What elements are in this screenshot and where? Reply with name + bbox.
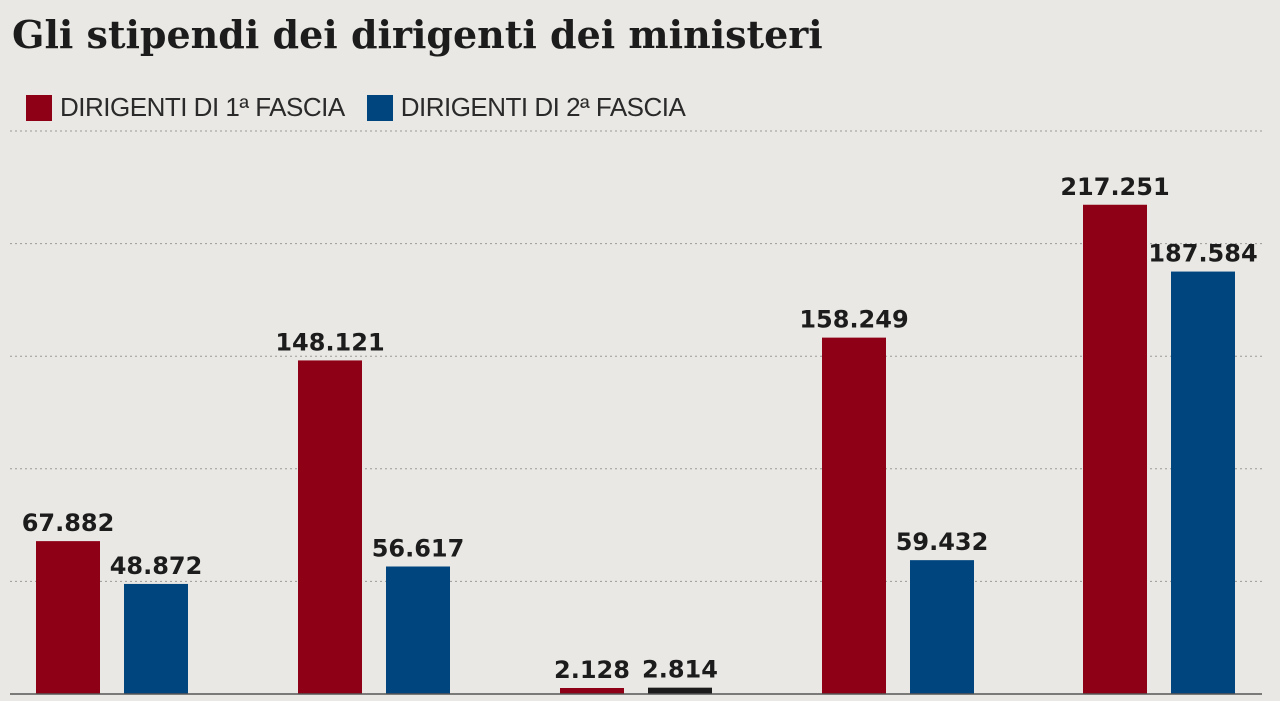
- value-label-series2-group3: 2.814: [642, 656, 718, 684]
- legend-label-first-tier: DIRIGENTI DI 1ª FASCIA: [60, 92, 345, 122]
- legend-label-second-tier: DIRIGENTI DI 2ª FASCIA: [400, 92, 686, 122]
- value-labels: 67.882 148.121 2.128 158.249 217.251 48.872 56…: [22, 173, 1258, 684]
- bar-series1-group5: [1083, 204, 1147, 695]
- bars: [36, 204, 1235, 695]
- value-label-series1-group3: 2.128: [554, 656, 630, 684]
- legend-item-second-tier: DIRIGENTI DI 2ª FASCIA: [366, 92, 686, 123]
- legend-swatch-first-tier: [26, 94, 52, 121]
- bar-series2-group1: [124, 583, 188, 694]
- gridlines: [10, 130, 1262, 582]
- legend-swatch-second-tier: [366, 94, 393, 121]
- value-label-series1-group1: 67.882: [22, 509, 115, 537]
- value-label-series2-group2: 56.617: [372, 534, 465, 562]
- bar-series1-group4: [822, 337, 886, 694]
- legend: DIRIGENTI DI 1ª FASCIA DIRIGENTI DI 2ª F…: [26, 92, 707, 123]
- chart-title: Gli stipendi dei dirigenti dei ministeri: [12, 12, 823, 57]
- bar-series1-group3: [560, 688, 624, 694]
- value-label-series2-group1: 48.872: [110, 552, 203, 580]
- legend-item-first-tier: DIRIGENTI DI 1ª FASCIA: [26, 92, 345, 123]
- bar-series1-group2: [298, 360, 362, 694]
- bar-series2-group2: [386, 566, 450, 694]
- bar-series2-group5: [1171, 271, 1235, 694]
- value-label-series1-group5: 217.251: [1060, 173, 1169, 201]
- value-label-series1-group4: 158.249: [799, 306, 908, 334]
- bar-series1-group1: [36, 541, 100, 694]
- bar-series2-group3: [648, 687, 712, 694]
- value-label-series1-group2: 148.121: [275, 328, 384, 356]
- value-label-series2-group5: 187.584: [1148, 240, 1257, 268]
- bar-series2-group4: [910, 560, 974, 694]
- value-label-series2-group4: 59.432: [896, 528, 989, 556]
